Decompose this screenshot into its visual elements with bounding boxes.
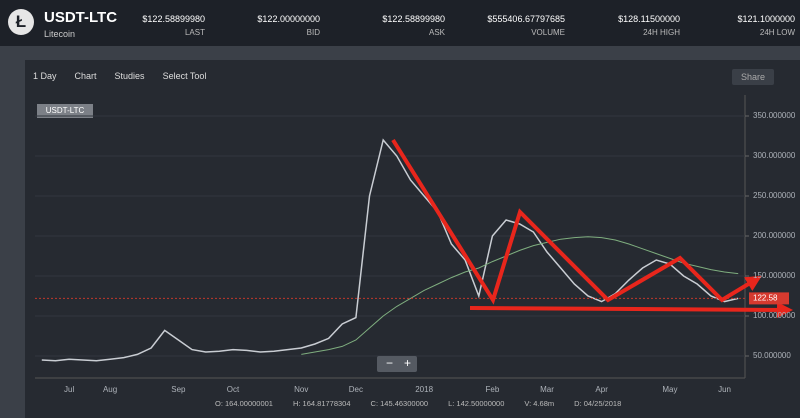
x-tick-label: Feb xyxy=(486,385,500,394)
logo: Ł xyxy=(8,9,34,35)
symbol-badge xyxy=(37,104,93,118)
x-tick-label: Dec xyxy=(349,385,363,394)
x-tick-label: Oct xyxy=(227,385,240,394)
stat-label: LAST xyxy=(184,28,205,37)
price-line xyxy=(41,138,739,362)
x-tick-label: May xyxy=(662,385,677,394)
stat-label: 24H LOW xyxy=(759,28,795,37)
y-tick-label: 50.000000 xyxy=(753,351,791,360)
x-tick-label: Apr xyxy=(595,385,608,394)
moving-average xyxy=(301,236,739,355)
stat: $122.00000000 BID xyxy=(257,14,320,37)
x-tick-label: Jul xyxy=(64,385,74,394)
symbol-label: USDT-LTC xyxy=(46,106,85,115)
market-subtitle: Litecoin xyxy=(44,29,76,39)
select-tool-menu[interactable]: Select Tool xyxy=(162,71,207,81)
trend-arrows xyxy=(391,138,762,305)
y-tick-label: 350.000000 xyxy=(753,111,796,120)
x-tick-label: Nov xyxy=(294,385,308,394)
ohlc-field: O: 164.00000001 xyxy=(215,399,273,408)
stat-value: $555406.67797685 xyxy=(487,14,565,24)
toolbar: 1 Day Chart Studies Select Tool xyxy=(33,71,224,81)
x-tick-label: Aug xyxy=(103,385,117,394)
y-tick-label: 300.000000 xyxy=(753,151,796,160)
price-tag: 122.58 xyxy=(753,294,778,303)
stat-value: $121.1000000 xyxy=(737,14,795,24)
status-bar: O: 164.00000001 H: 164.81778304 C: 145.463… xyxy=(215,399,641,408)
ohlc-field: H: 164.81778304 xyxy=(292,399,351,408)
interval-menu[interactable]: 1 Day xyxy=(33,71,57,81)
chart-menu[interactable]: Chart xyxy=(74,71,97,81)
ohlc-field: C: 145.46300000 xyxy=(370,399,429,408)
stat-label: 24H HIGH xyxy=(643,28,680,37)
x-tick-label: Sep xyxy=(171,385,186,394)
ohlc-field: L: 142.50000000 xyxy=(448,399,505,408)
x-tick-label: Jun xyxy=(718,385,731,394)
stat: $121.1000000 24H LOW xyxy=(737,14,795,37)
support-line xyxy=(469,301,793,318)
y-tick-label: 250.000000 xyxy=(753,191,796,200)
y-tick-label: 150.000000 xyxy=(753,271,796,280)
stat-label: ASK xyxy=(428,28,445,37)
stat-label: BID xyxy=(306,28,320,37)
x-tick-label: Mar xyxy=(540,385,554,394)
stat-label: VOLUME xyxy=(531,28,565,37)
stat-value: $122.58899980 xyxy=(142,14,205,24)
stat-value: $122.00000000 xyxy=(257,14,320,24)
stat: $122.58899980 ASK xyxy=(382,14,445,37)
ohlc-field: V: 4.68m xyxy=(524,399,555,408)
studies-menu[interactable]: Studies xyxy=(114,71,145,81)
stat: $128.11500000 24H HIGH xyxy=(618,14,680,37)
header: Ł USDT-LTC Litecoin $122.58899980 LAST $12… xyxy=(0,0,800,46)
stat: $555406.67797685 VOLUME xyxy=(487,14,565,37)
y-tick-label: 100.000000 xyxy=(753,311,796,320)
zoom-in[interactable]: + xyxy=(404,356,411,370)
trend-annotation xyxy=(391,138,793,318)
stat-value: $122.58899980 xyxy=(382,14,445,24)
share-button[interactable]: Share xyxy=(732,69,774,85)
market-title: USDT-LTC xyxy=(44,9,118,26)
stat: $122.58899980 LAST xyxy=(142,14,205,37)
zoom-out[interactable]: − xyxy=(386,356,393,370)
ohlc-field: D: 04/25/2018 xyxy=(574,399,622,408)
zoom-control[interactable] xyxy=(377,356,417,372)
y-tick-label: 200.000000 xyxy=(753,231,796,240)
price-tag-bg xyxy=(749,292,789,305)
stat-value: $128.11500000 xyxy=(618,14,680,24)
x-tick-label: 2018 xyxy=(415,385,433,394)
